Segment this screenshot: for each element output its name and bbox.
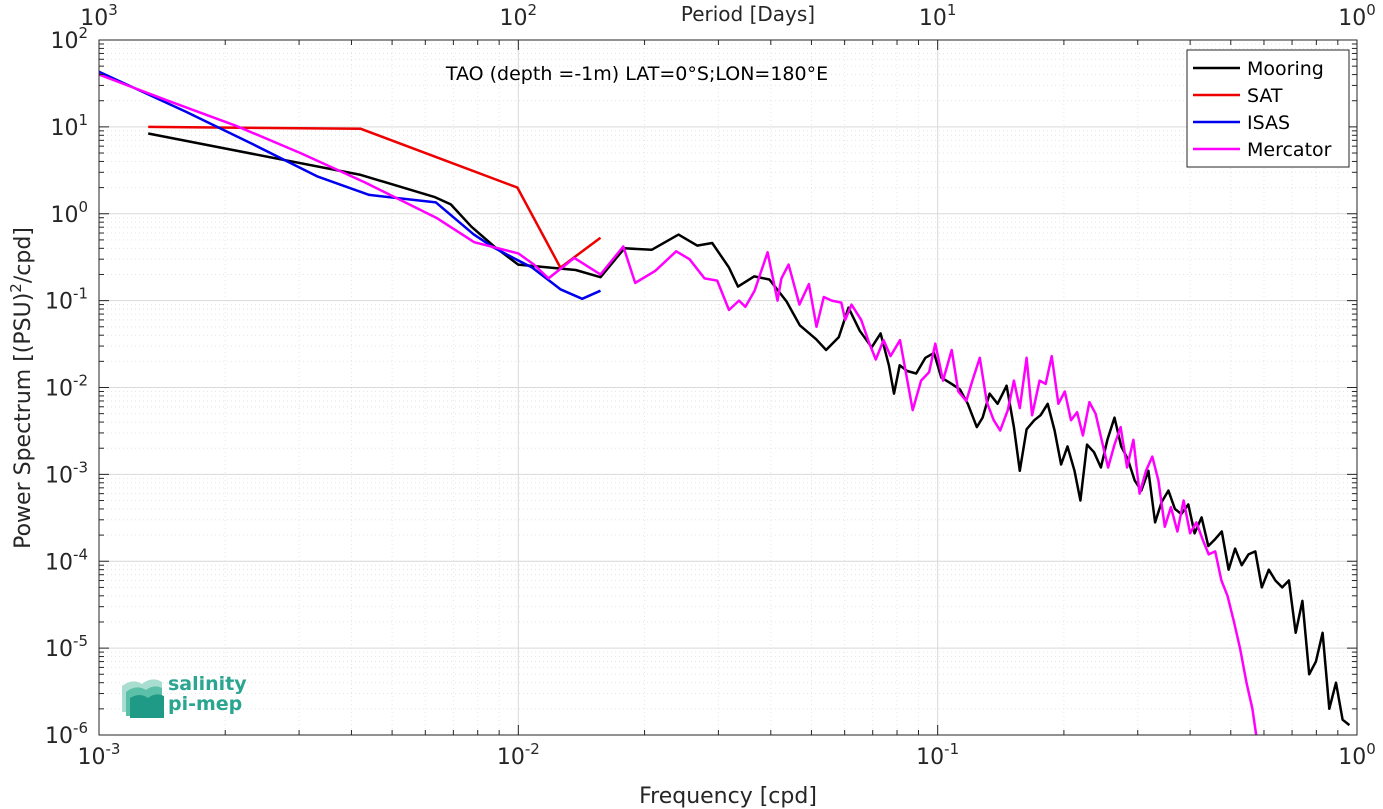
- y-axis-label-unit: /cpd]: [11, 227, 36, 283]
- top-tick-label-base: 10: [1338, 6, 1366, 31]
- top-tick-label: 102: [500, 1, 538, 31]
- y-tick-label-base: 10: [50, 203, 78, 228]
- top-tick-label-exp: 0: [1366, 1, 1376, 19]
- y-tick-label-exp: -3: [73, 458, 88, 476]
- x-tick-label-base: 10: [78, 745, 106, 770]
- y-tick-label-exp: -4: [73, 545, 88, 563]
- y-tick-label-exp: -2: [73, 372, 88, 390]
- y-tick-label-exp: -5: [73, 632, 88, 650]
- y-tick-label: 10-3: [45, 458, 88, 488]
- y-tick-label: 10-4: [45, 545, 88, 575]
- legend-label-isas: ISAS: [1247, 112, 1290, 134]
- top-tick-label: 101: [919, 1, 957, 31]
- salinity-pi-mep-logo: salinity pi-mep: [118, 672, 268, 722]
- x-tick-label-base: 10: [497, 745, 525, 770]
- top-tick-label-exp: 3: [108, 1, 118, 19]
- top-tick-label-exp: 2: [528, 1, 538, 19]
- series-line-mercator: [99, 73, 1258, 735]
- y-tick-label: 102: [50, 24, 88, 54]
- x-tick-label-exp: -2: [525, 740, 540, 758]
- y-tick-label-base: 10: [45, 463, 73, 488]
- y-tick-label: 10-1: [45, 285, 88, 315]
- x-tick-label: 10-1: [916, 740, 959, 770]
- y-tick-label-exp: 0: [78, 198, 88, 216]
- top-axis-label: Period [Days]: [681, 2, 815, 26]
- y-tick-label-exp: -6: [73, 719, 88, 737]
- top-tick-label-base: 10: [500, 6, 528, 31]
- logo-text-salinity: salinity: [168, 673, 247, 695]
- top-tick-label-base: 10: [80, 6, 108, 31]
- series-line-mooring: [147, 132, 1351, 727]
- y-tick-label-exp: -1: [73, 285, 88, 303]
- y-tick-label-base: 10: [45, 550, 73, 575]
- y-tick-label: 10-2: [45, 372, 88, 402]
- y-tick-label-exp: 2: [78, 24, 88, 42]
- top-tick-label: 100: [1338, 1, 1376, 31]
- y-tick-label-exp: 1: [78, 111, 88, 129]
- y-tick-label-base: 10: [45, 290, 73, 315]
- legend-label-sat: SAT: [1247, 85, 1283, 107]
- y-tick-label: 10-6: [45, 719, 88, 749]
- x-tick-label-base: 10: [916, 745, 944, 770]
- series-group: [99, 70, 1351, 735]
- x-tick-label-exp: 0: [1366, 740, 1376, 758]
- y-tick-label-base: 10: [45, 377, 73, 402]
- x-tick-label-base: 10: [1338, 745, 1366, 770]
- grid: [98, 40, 1357, 736]
- y-axis-label: Power Spectrum [(PSU)2/cpd]: [7, 227, 36, 549]
- logo-wave-icon: [122, 679, 164, 718]
- y-axis-label-exp: 2: [7, 283, 25, 293]
- x-tick-label: 10-2: [497, 740, 540, 770]
- y-tick-label: 100: [50, 198, 88, 228]
- x-tick-label: 100: [1338, 740, 1376, 770]
- legend: Mooring SAT ISAS Mercator: [1186, 49, 1350, 168]
- logo-text-pi-mep: pi-mep: [168, 693, 243, 715]
- y-axis-label-main: Power Spectrum [(PSU): [11, 293, 36, 549]
- x-axis-label: Frequency [cpd]: [639, 784, 817, 809]
- y-tick-label-base: 10: [45, 637, 73, 662]
- legend-label-mercator: Mercator: [1247, 139, 1332, 161]
- legend-box: [1186, 49, 1350, 168]
- y-tick-label: 101: [50, 111, 88, 141]
- top-tick-label-base: 10: [919, 6, 947, 31]
- y-tick-label-base: 10: [50, 29, 78, 54]
- y-tick-label: 10-5: [45, 632, 88, 662]
- x-tick-label-exp: -1: [944, 740, 959, 758]
- top-tick-label: 103: [80, 1, 118, 31]
- x-tick-label: 10-3: [78, 740, 121, 770]
- x-tick-label-exp: -3: [106, 740, 121, 758]
- top-tick-label-exp: 1: [947, 1, 957, 19]
- series-line-isas: [99, 70, 602, 301]
- legend-label-mooring: Mooring: [1247, 58, 1324, 80]
- chart-title: TAO (depth =-1m) LAT=0°S;LON=180°E: [445, 63, 828, 85]
- y-tick-label-base: 10: [45, 724, 73, 749]
- y-tick-label-base: 10: [50, 116, 78, 141]
